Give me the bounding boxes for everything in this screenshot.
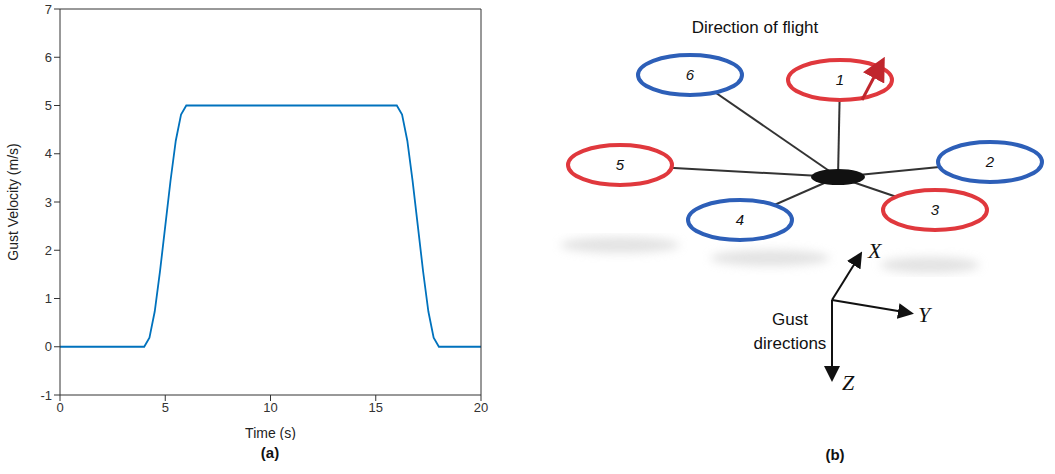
svg-text:3: 3 (931, 201, 940, 218)
svg-text:10: 10 (263, 400, 277, 415)
svg-text:Gust Velocity (m/s): Gust Velocity (m/s) (5, 143, 21, 260)
svg-text:2: 2 (985, 153, 995, 170)
svg-text:20: 20 (474, 400, 488, 415)
svg-text:2: 2 (45, 243, 52, 258)
svg-text:5: 5 (616, 156, 625, 173)
svg-text:Z: Z (842, 370, 855, 395)
svg-text:Time (s): Time (s) (245, 425, 296, 440)
svg-text:4: 4 (736, 211, 744, 228)
svg-text:5: 5 (162, 400, 169, 415)
svg-text:5: 5 (45, 98, 52, 113)
svg-text:Direction of flight: Direction of flight (692, 18, 819, 37)
html-text:(a): (a) (260, 444, 280, 461)
svg-text:-1: -1 (40, 388, 52, 403)
svg-text:(b): (b) (825, 446, 844, 463)
svg-text:Gust: Gust (772, 310, 808, 329)
svg-text:3: 3 (45, 195, 52, 210)
svg-text:X: X (867, 238, 883, 263)
svg-text:4: 4 (45, 146, 52, 161)
svg-text:15: 15 (369, 400, 383, 415)
svg-text:Y: Y (918, 302, 933, 327)
svg-text:1: 1 (836, 71, 844, 88)
svg-text:6: 6 (45, 50, 52, 65)
svg-text:0: 0 (56, 400, 63, 415)
svg-text:0: 0 (45, 339, 52, 354)
svg-text:1: 1 (45, 291, 52, 306)
svg-text:7: 7 (45, 2, 52, 17)
svg-text:directions: directions (754, 334, 827, 353)
svg-text:6: 6 (686, 66, 695, 83)
